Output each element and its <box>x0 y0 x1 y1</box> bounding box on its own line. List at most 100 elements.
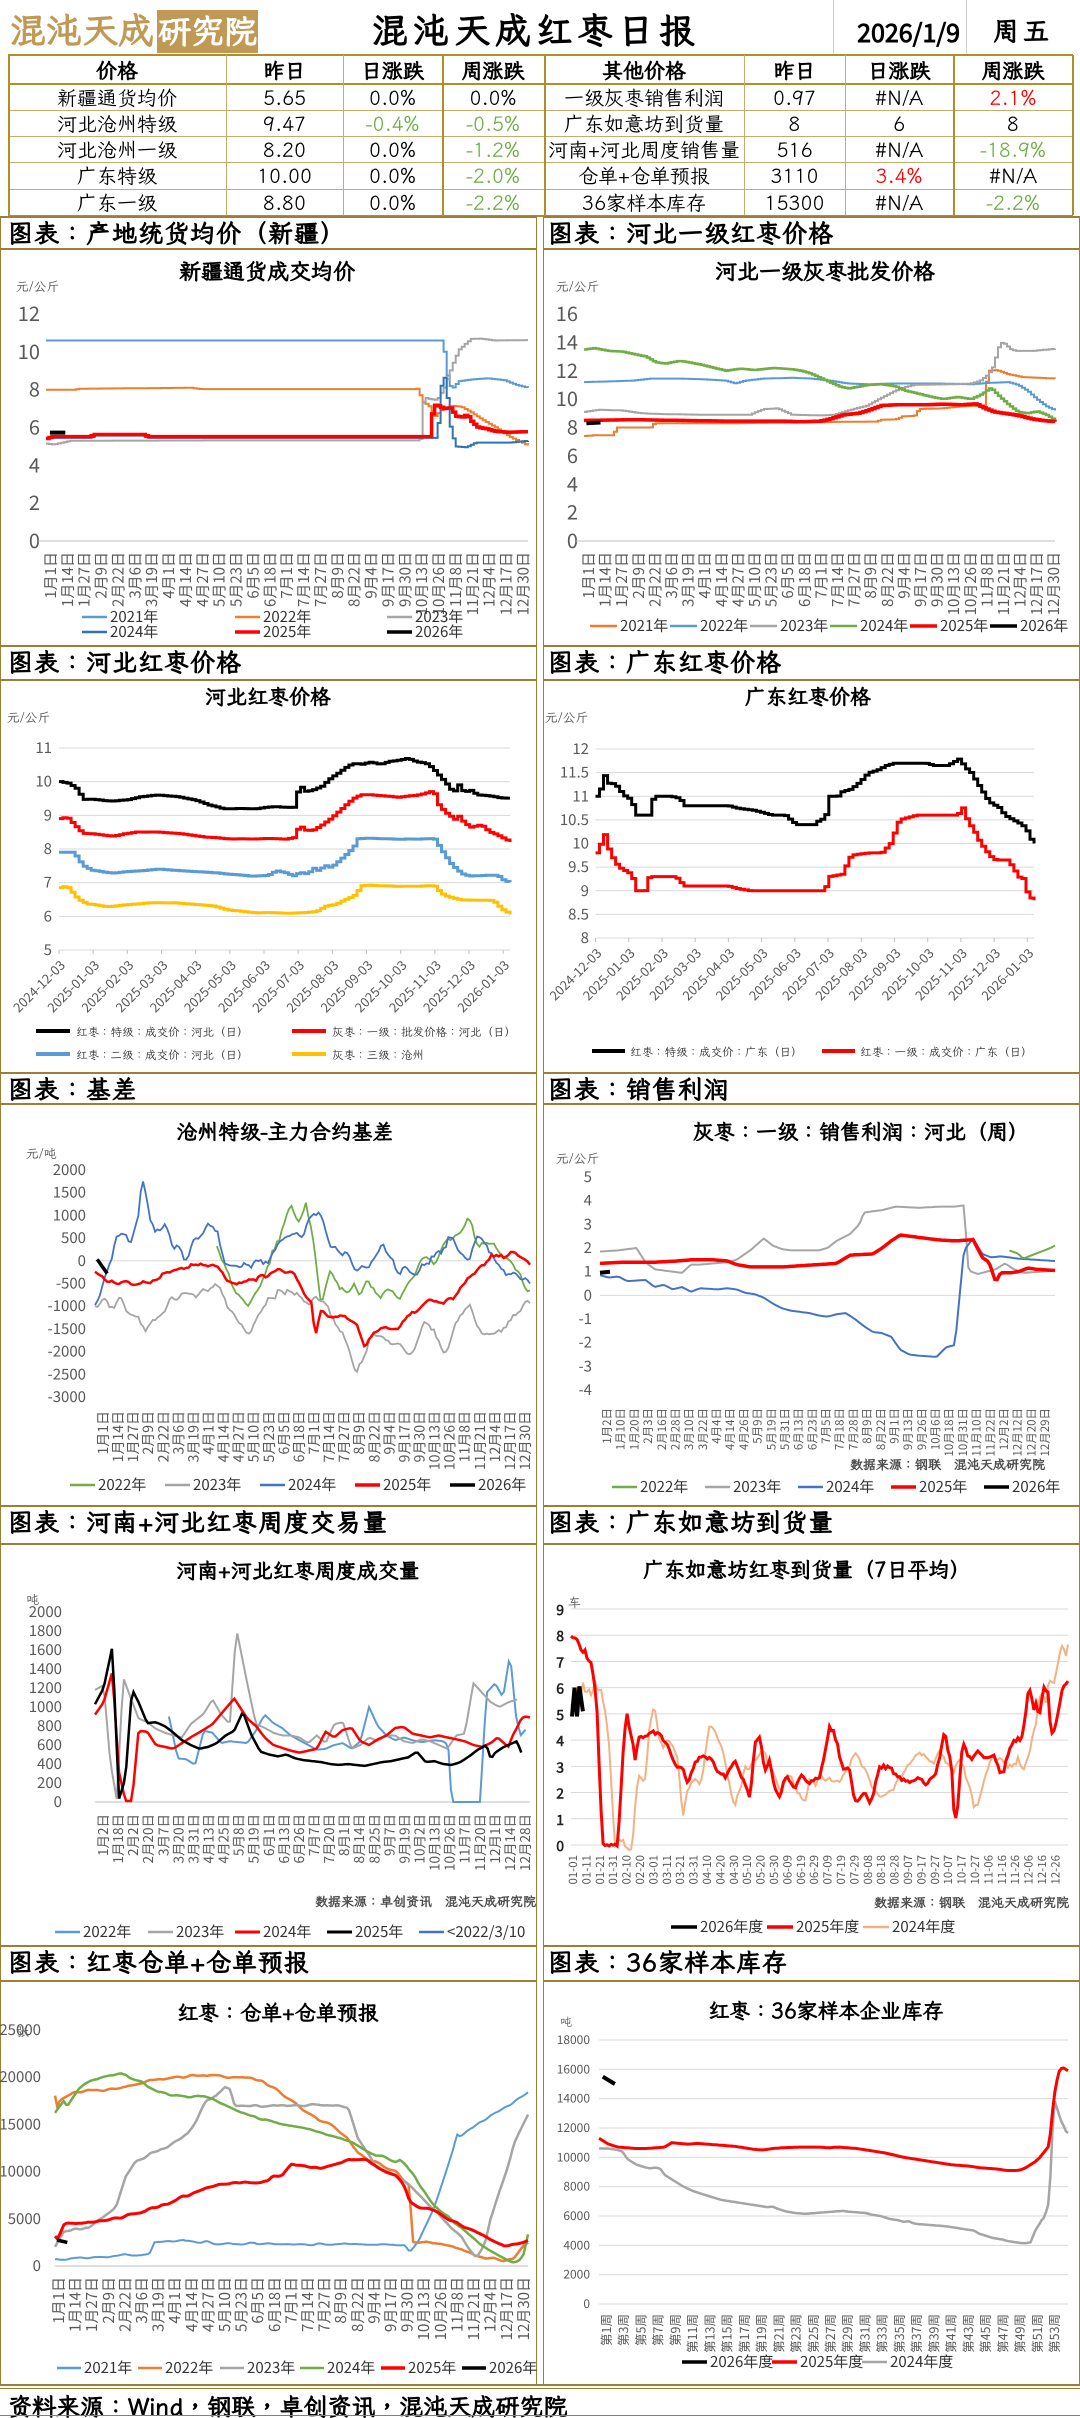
svg-text:5: 5 <box>44 939 52 960</box>
svg-text:第15周: 第15周 <box>717 2314 736 2353</box>
svg-text:10月26日: 10月26日 <box>439 1814 459 1871</box>
svg-text:7月1日: 7月1日 <box>304 1411 324 1455</box>
svg-text:03-21: 03-21 <box>672 1855 688 1885</box>
svg-text:11: 11 <box>35 737 52 758</box>
svg-text:9: 9 <box>556 1600 564 1620</box>
svg-text:08-18: 08-18 <box>873 1855 889 1885</box>
svg-text:14: 14 <box>556 326 578 355</box>
svg-text:1400: 1400 <box>29 1658 62 1679</box>
svg-text:2月2日: 2月2日 <box>122 1814 142 1856</box>
svg-text:12月30日: 12月30日 <box>513 2277 534 2340</box>
svg-text:10: 10 <box>572 833 589 854</box>
svg-text:12月30日: 12月30日 <box>512 552 533 615</box>
svg-text:03-01: 03-01 <box>645 1855 661 1885</box>
svg-text:5月10日: 5月10日 <box>744 552 765 607</box>
svg-text:第1周: 第1周 <box>596 2314 615 2346</box>
svg-text:5月23日: 5月23日 <box>761 552 782 607</box>
svg-text:5月9日: 5月9日 <box>750 1408 766 1444</box>
svg-text:3月19日: 3月19日 <box>678 552 699 607</box>
svg-text:10月26日: 10月26日 <box>430 2277 451 2340</box>
svg-text:7月18日: 7月18日 <box>832 1408 848 1450</box>
svg-text:12-16: 12-16 <box>1034 1855 1050 1885</box>
svg-text:1月1日: 1月1日 <box>93 1411 113 1455</box>
svg-text:第35周: 第35周 <box>889 2314 908 2353</box>
svg-text:第5周: 第5周 <box>630 2314 649 2346</box>
svg-text:9月30日: 9月30日 <box>394 552 415 607</box>
svg-text:03-11: 03-11 <box>659 1855 675 1885</box>
svg-text:1000: 1000 <box>29 1696 62 1717</box>
svg-text:10.5: 10.5 <box>560 809 589 830</box>
svg-text:红枣：特级：成交价：广东（日）: 红枣：特级：成交价：广东（日） <box>630 1045 803 1060</box>
svg-text:09-27: 09-27 <box>927 1855 943 1885</box>
svg-text:4月1日: 4月1日 <box>158 552 179 599</box>
svg-text:1月27日: 1月27日 <box>81 2277 102 2332</box>
svg-text:10月2日: 10月2日 <box>408 1814 428 1863</box>
svg-text:8.5: 8.5 <box>568 903 589 924</box>
svg-text:12月30日: 12月30日 <box>1043 552 1064 615</box>
svg-text:1月1日: 1月1日 <box>48 2277 69 2324</box>
svg-text:第19周: 第19周 <box>751 2314 770 2353</box>
svg-text:1月2日: 1月2日 <box>92 1814 112 1856</box>
svg-text:1月18日: 1月18日 <box>107 1814 127 1863</box>
svg-text:5000: 5000 <box>8 2208 41 2229</box>
svg-text:1月14日: 1月14日 <box>65 2277 86 2332</box>
svg-text:2月9日: 2月9日 <box>628 552 649 599</box>
svg-text:7月7日: 7月7日 <box>303 1814 323 1856</box>
svg-text:2026年: 2026年 <box>1020 615 1068 636</box>
svg-text:10-27: 10-27 <box>967 1855 983 1885</box>
svg-text:0: 0 <box>567 525 578 554</box>
svg-text:6: 6 <box>44 905 52 926</box>
svg-text:200: 200 <box>37 1772 62 1793</box>
svg-text:2: 2 <box>584 1237 592 1258</box>
svg-text:元/公斤: 元/公斤 <box>16 278 60 295</box>
svg-text:3: 3 <box>556 1757 564 1777</box>
svg-text:9月1日: 9月1日 <box>886 1408 902 1444</box>
svg-text:9月17日: 9月17日 <box>394 1411 414 1462</box>
svg-text:2024年: 2024年 <box>860 615 908 636</box>
svg-text:12月29日: 12月29日 <box>1037 1408 1053 1457</box>
svg-text:2月9日: 2月9日 <box>98 2277 119 2324</box>
svg-text:6: 6 <box>567 440 578 469</box>
svg-text:2021年: 2021年 <box>84 2357 132 2378</box>
svg-text:第17周: 第17周 <box>734 2314 753 2353</box>
svg-text:2月16日: 2月16日 <box>654 1408 670 1450</box>
svg-text:第3周: 第3周 <box>613 2314 632 2346</box>
svg-text:1月2日: 1月2日 <box>599 1408 615 1444</box>
svg-text:8: 8 <box>44 838 52 859</box>
svg-text:3月6日: 3月6日 <box>661 552 682 599</box>
svg-text:2026年度: 2026年度 <box>700 1916 763 1937</box>
svg-text:800: 800 <box>37 1715 62 1736</box>
svg-text:02-20: 02-20 <box>632 1855 648 1885</box>
svg-text:8: 8 <box>567 412 578 441</box>
svg-text:01-31: 01-31 <box>605 1855 621 1885</box>
svg-text:12月28日: 12月28日 <box>514 1814 534 1871</box>
svg-text:2025年度: 2025年度 <box>796 1916 859 1937</box>
svg-text:-3000: -3000 <box>47 1386 86 1407</box>
svg-text:08-28: 08-28 <box>887 1855 903 1885</box>
svg-text:11月8日: 11月8日 <box>446 2277 467 2332</box>
svg-text:2024年: 2024年 <box>263 1921 311 1942</box>
svg-text:11月7日: 11月7日 <box>454 1814 474 1863</box>
svg-text:8月22日: 8月22日 <box>364 1411 384 1462</box>
svg-text:7月1日: 7月1日 <box>280 2277 301 2324</box>
svg-text:第53周: 第53周 <box>1044 2314 1063 2353</box>
svg-text:2022年: 2022年 <box>263 606 311 627</box>
svg-text:第13周: 第13周 <box>699 2314 718 2353</box>
svg-text:5月23日: 5月23日 <box>226 552 247 607</box>
svg-text:灰枣：三级：沧州: 灰枣：三级：沧州 <box>332 1048 424 1063</box>
svg-text:2026年: 2026年 <box>489 2357 537 2378</box>
svg-text:9月4日: 9月4日 <box>361 552 382 599</box>
svg-text:12-26: 12-26 <box>1047 1855 1063 1885</box>
svg-text:06-19: 06-19 <box>793 1855 809 1885</box>
svg-text:灰枣：一级：批发价格：河北（日）: 灰枣：一级：批发价格：河北（日） <box>332 1025 516 1040</box>
svg-text:2000: 2000 <box>563 2266 590 2283</box>
svg-text:4月13日: 4月13日 <box>197 1814 217 1863</box>
svg-text:1月27日: 1月27日 <box>611 552 632 607</box>
svg-text:1月27日: 1月27日 <box>74 552 95 607</box>
svg-text:10-07: 10-07 <box>940 1855 956 1885</box>
svg-text:第49周: 第49周 <box>1010 2314 1029 2353</box>
svg-text:2026年: 2026年 <box>478 1474 526 1495</box>
svg-text:10月26日: 10月26日 <box>428 552 449 615</box>
svg-text:25000: 25000 <box>0 2019 41 2040</box>
svg-text:6000: 6000 <box>563 2207 590 2224</box>
